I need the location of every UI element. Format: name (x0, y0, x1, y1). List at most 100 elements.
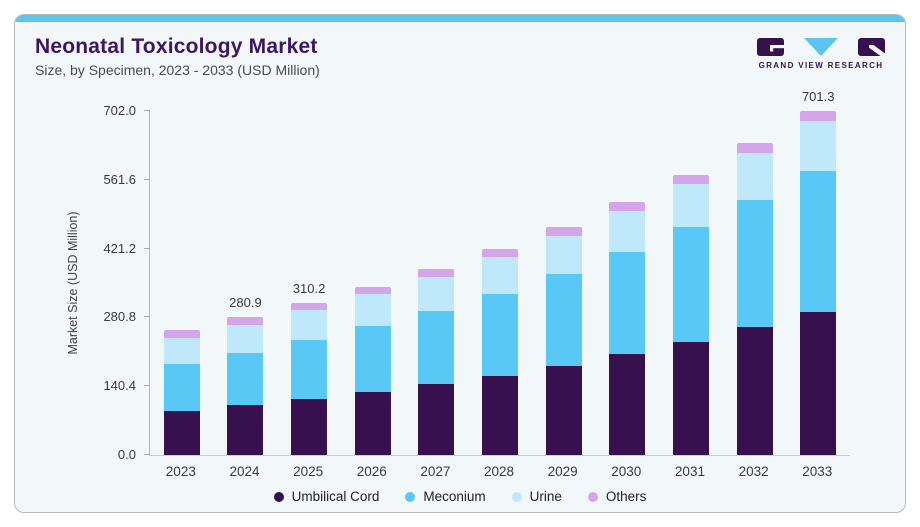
bar-2031-segment-meconium (672, 227, 709, 342)
x-axis-label-2026: 2026 (356, 464, 387, 479)
bar-2028-segment-others (482, 249, 519, 258)
grand-view-research-logo: GRAND VIEW RESEARCH (755, 37, 887, 70)
bar-2030-segment-umbilical-cord (609, 354, 646, 455)
y-tick-mark (144, 178, 150, 180)
bar-slot-2029 (532, 111, 596, 455)
bar-2023-segment-meconium (163, 363, 200, 412)
legend-item-meconium: Meconium (405, 489, 486, 504)
legend-item-others: Others (587, 489, 647, 504)
x-axis-label-2025: 2025 (293, 464, 324, 479)
legend-item-umbilical-cord: Umbilical Cord (273, 489, 379, 504)
bar-2024-segment-meconium (227, 352, 264, 406)
x-axis-label-2027: 2027 (420, 464, 451, 479)
bar-2033-segment-umbilical-cord (800, 312, 837, 455)
bar-2032-segment-urine (736, 152, 773, 200)
bar-2030-segment-meconium (609, 252, 646, 355)
bar-slot-2030 (595, 111, 659, 455)
bar-2027-segment-others (418, 269, 455, 278)
bar-2032-segment-meconium (736, 199, 773, 328)
gvr-logo-wordmark: GRAND VIEW RESEARCH (758, 61, 884, 70)
bar-2026-segment-others (354, 287, 391, 295)
y-tick-label-0.0: 0.0 (117, 447, 136, 462)
x-axis-label-2032: 2032 (738, 464, 769, 479)
card-top-accent-bar (15, 15, 905, 22)
bar-2026-segment-umbilical-cord (354, 392, 391, 455)
bar-slot-2026 (341, 111, 405, 455)
y-tick-label-280.8: 280.8 (103, 309, 136, 325)
bar-2032 (736, 143, 773, 455)
bar-2029-segment-urine (545, 235, 582, 275)
bar-2023-segment-umbilical-cord (163, 411, 200, 455)
bar-2027-segment-urine (418, 277, 455, 311)
y-tick-mark (144, 385, 150, 387)
chart-title: Neonatal Toxicology Market (35, 35, 318, 58)
x-axis-labels: 2023 2024 2025 2026 2027 2028 2029 2030 2031 2032… (149, 464, 849, 479)
bar-total-label-2024: 280.9 (229, 295, 262, 311)
bar-2028 (482, 249, 519, 455)
x-axis-label-2029: 2029 (547, 464, 578, 479)
bar-2031-segment-urine (672, 183, 709, 228)
chart-header: Neonatal Toxicology Market Size, by Spec… (35, 35, 887, 78)
bar-series-container: 280.9 310.2 701.3 (150, 89, 850, 455)
bar-slot-2024: 280.9 (214, 111, 278, 455)
legend-swatch-others-icon (587, 491, 598, 502)
x-axis-label-2024: 2024 (229, 464, 260, 479)
legend-swatch-urine-icon (511, 491, 522, 502)
bar-2033-segment-meconium (800, 170, 837, 313)
bar-2026-segment-urine (354, 294, 391, 327)
bar-slot-2027 (405, 111, 469, 455)
y-tick-mark (144, 316, 150, 318)
bar-2028-segment-umbilical-cord (482, 375, 519, 455)
bar-2027-segment-meconium (418, 310, 455, 385)
x-axis-label-2028: 2028 (484, 464, 515, 479)
bar-2025 (291, 303, 328, 455)
bar-2028-segment-meconium (482, 293, 519, 376)
bar-2029-segment-umbilical-cord (545, 365, 582, 455)
bar-total-label-2033: 701.3 (801, 89, 835, 105)
legend-swatch-meconium-icon (405, 491, 416, 502)
bar-2025-segment-others (291, 303, 328, 311)
bar-2025-segment-urine (291, 310, 328, 340)
bar-2027-segment-umbilical-cord (418, 384, 455, 455)
bar-slot-2023 (150, 111, 214, 455)
legend-label-others: Others (605, 489, 647, 504)
y-tick-label-421.2: 421.2 (103, 240, 136, 256)
y-axis-title: Market Size (USD Million) (66, 211, 80, 355)
bar-2023-segment-urine (163, 337, 200, 364)
bar-2025-segment-umbilical-cord (291, 399, 328, 455)
bar-2031 (672, 174, 709, 455)
bar-2033-segment-others (800, 111, 837, 122)
bar-2024-segment-urine (227, 324, 264, 353)
bar-2029 (545, 227, 582, 455)
y-tick-mark (144, 110, 150, 111)
bar-slot-2032 (723, 111, 787, 455)
y-tick-mark (144, 247, 150, 249)
bar-2030 (609, 202, 646, 455)
bar-slot-2025: 310.2 (277, 111, 341, 455)
bar-2023 (163, 330, 200, 455)
y-tick-label-561.6: 561.6 (103, 171, 136, 187)
bar-2029-segment-others (545, 227, 582, 236)
bar-2025-segment-meconium (291, 339, 328, 400)
bar-2028-segment-urine (482, 257, 519, 294)
y-tick-label-140.4: 140.4 (103, 378, 136, 394)
bar-2032-segment-umbilical-cord (736, 327, 773, 455)
chart-legend: Umbilical Cord Meconium Urine Others (15, 489, 905, 504)
bar-2030-segment-urine (609, 210, 646, 253)
legend-swatch-umbilical-cord-icon (273, 491, 284, 502)
bar-slot-2033: 701.3 (786, 89, 850, 455)
bar-2032-segment-others (736, 143, 773, 153)
gvr-logo-icon (757, 38, 885, 56)
x-axis-label-2031: 2031 (674, 464, 705, 479)
x-axis-label-2033: 2033 (802, 464, 833, 479)
bar-2024 (227, 317, 264, 455)
bar-2033-segment-urine (800, 121, 837, 171)
y-tick-mark (144, 454, 150, 455)
x-axis-label-2023: 2023 (165, 464, 196, 479)
bar-2024-segment-others (227, 317, 264, 325)
bar-2024-segment-umbilical-cord (227, 405, 264, 455)
y-tick-label-702.0: 702.0 (103, 103, 136, 118)
chart-title-block: Neonatal Toxicology Market Size, by Spec… (35, 35, 320, 78)
legend-item-urine: Urine (511, 489, 562, 504)
